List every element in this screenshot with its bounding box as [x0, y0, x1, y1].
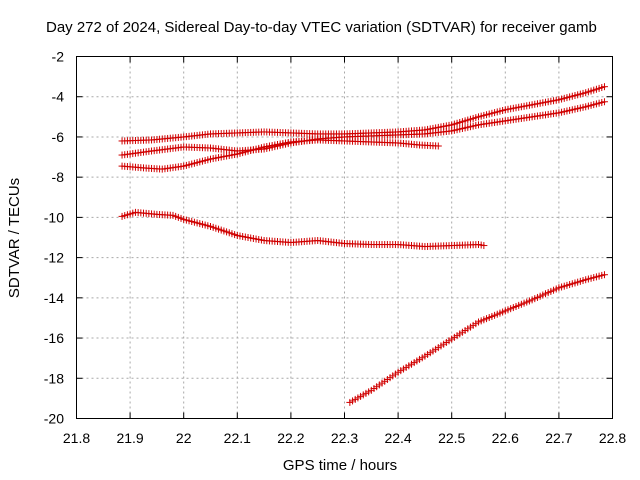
y-tick-label: -6: [52, 129, 65, 145]
data-points: [118, 83, 608, 406]
series-series-4: [118, 208, 488, 251]
x-tick-label: 21.8: [63, 430, 90, 446]
data-point: [434, 142, 442, 150]
y-tick-label: -20: [44, 411, 64, 427]
x-tick-label: 22.8: [599, 430, 626, 446]
y-tick-label: -8: [52, 169, 65, 185]
grid: [76, 56, 613, 419]
y-tick-label: -2: [52, 49, 65, 65]
y-tick-label: -14: [44, 290, 64, 306]
y-axis-ticks: -20 -18 -16 -14 -12 -10 -8 -6 -4 -2: [44, 49, 613, 427]
y-tick-label: -18: [44, 370, 64, 386]
y-tick-label: -4: [52, 89, 65, 105]
y-tick-label: -16: [44, 330, 64, 346]
y-tick-label: -10: [44, 209, 64, 225]
x-tick-label: 22.4: [384, 430, 411, 446]
x-axis-label: GPS time / hours: [283, 457, 397, 474]
x-tick-label: 22: [176, 430, 192, 446]
chart-title: Day 272 of 2024, Sidereal Day-to-day VTE…: [46, 19, 597, 36]
data-point: [600, 271, 608, 279]
x-tick-label: 22.1: [224, 430, 251, 446]
y-tick-label: -12: [44, 250, 64, 266]
data-point: [600, 83, 608, 91]
data-point: [600, 98, 608, 106]
data-point: [480, 242, 488, 250]
x-axis-ticks: 21.8 21.9 22 22.1 22.2 22.3 22.4 22.5 22.6 22.7 22…: [63, 56, 626, 446]
plot-frame: [76, 56, 613, 419]
x-tick-label: 22.7: [545, 430, 572, 446]
x-tick-label: 22.6: [492, 430, 519, 446]
series-series-3: [118, 136, 442, 173]
series-series-5: [346, 271, 608, 406]
x-tick-label: 22.5: [438, 430, 465, 446]
x-tick-label: 22.2: [277, 430, 304, 446]
x-tick-label: 21.9: [116, 430, 143, 446]
x-tick-label: 22.3: [331, 430, 358, 446]
y-axis-label: SDTVAR / TECUs: [6, 178, 23, 298]
